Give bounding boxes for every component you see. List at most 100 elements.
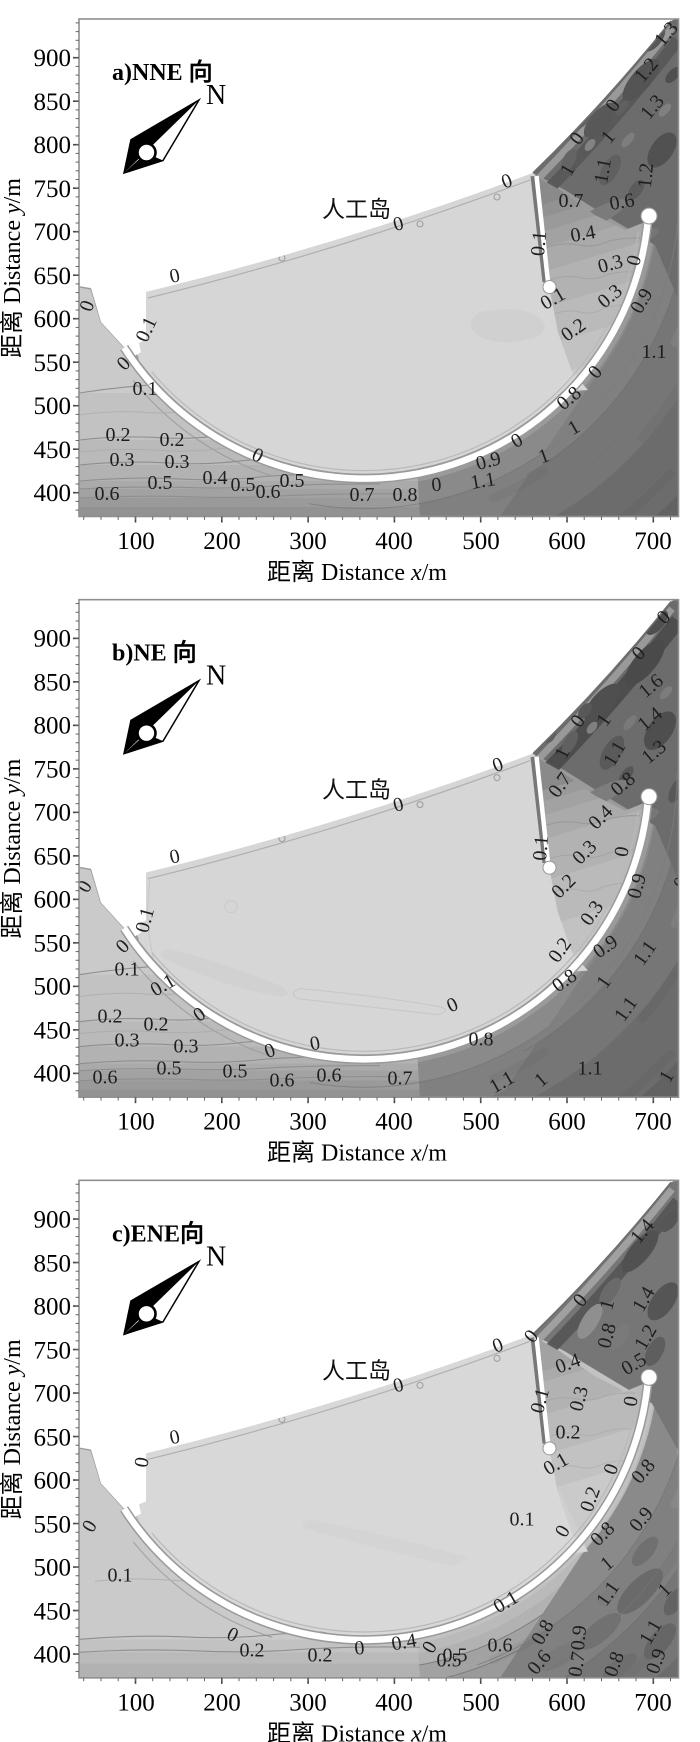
svg-text:500: 500 (462, 1689, 500, 1716)
svg-text:550: 550 (34, 350, 72, 377)
svg-text:0.6: 0.6 (317, 1065, 342, 1087)
svg-text:0.2: 0.2 (160, 429, 185, 451)
svg-text:0: 0 (168, 264, 182, 288)
svg-text:0.7: 0.7 (388, 1068, 413, 1090)
svg-text:400: 400 (34, 480, 72, 507)
svg-text:距离 Distance y/m: 距离 Distance y/m (0, 178, 26, 358)
svg-text:0.6: 0.6 (256, 481, 281, 503)
svg-text:700: 700 (634, 1689, 672, 1716)
svg-text:500: 500 (462, 528, 500, 555)
svg-text:400: 400 (34, 1061, 72, 1088)
svg-text:0.3: 0.3 (165, 451, 190, 473)
svg-text:0: 0 (619, 1394, 642, 1408)
svg-text:0.5: 0.5 (157, 1058, 182, 1080)
svg-text:0.5: 0.5 (437, 1649, 462, 1671)
svg-text:0.1: 0.1 (133, 378, 158, 400)
svg-text:0: 0 (354, 1637, 366, 1660)
svg-text:c)ENE向: c)ENE向 (112, 1219, 204, 1247)
svg-text:0.5: 0.5 (223, 1061, 248, 1083)
svg-text:600: 600 (34, 887, 72, 914)
svg-text:0.3: 0.3 (110, 449, 135, 471)
svg-text:0.6: 0.6 (608, 189, 636, 215)
svg-text:450: 450 (34, 437, 72, 464)
svg-text:距离 Distance y/m: 距离 Distance y/m (0, 758, 26, 938)
svg-text:1.1: 1.1 (469, 468, 497, 494)
svg-text:0.7: 0.7 (559, 190, 584, 212)
svg-text:0.1: 0.1 (115, 959, 140, 981)
svg-text:900: 900 (34, 1206, 72, 1233)
svg-text:700: 700 (634, 528, 672, 555)
svg-text:550: 550 (34, 1511, 72, 1538)
svg-text:0.5: 0.5 (231, 474, 256, 496)
svg-text:300: 300 (289, 1689, 327, 1716)
svg-text:900: 900 (34, 626, 72, 653)
svg-text:650: 650 (34, 263, 72, 290)
svg-text:750: 750 (34, 757, 72, 784)
svg-text:0.2: 0.2 (106, 424, 131, 446)
svg-text:500: 500 (34, 1554, 72, 1581)
svg-text:700: 700 (34, 1380, 72, 1407)
svg-text:800: 800 (34, 132, 72, 159)
svg-text:0: 0 (130, 1455, 153, 1469)
svg-text:a)NNE 向: a)NNE 向 (112, 58, 213, 86)
svg-text:0.6: 0.6 (488, 1634, 513, 1656)
svg-text:200: 200 (203, 1109, 241, 1136)
svg-text:100: 100 (117, 1109, 155, 1136)
svg-text:距离 Distance x/m: 距离 Distance x/m (267, 559, 447, 586)
svg-text:300: 300 (289, 528, 327, 555)
svg-text:0.8: 0.8 (469, 1029, 494, 1051)
svg-text:600: 600 (548, 1109, 586, 1136)
svg-text:450: 450 (34, 1018, 72, 1045)
svg-text:600: 600 (34, 1467, 72, 1494)
svg-text:600: 600 (548, 528, 586, 555)
svg-text:400: 400 (375, 1689, 413, 1716)
svg-text:0: 0 (168, 1426, 182, 1450)
svg-text:200: 200 (203, 1689, 241, 1716)
svg-text:0.1: 0.1 (529, 835, 553, 862)
svg-text:500: 500 (34, 974, 72, 1001)
svg-text:0.1: 0.1 (510, 1508, 535, 1530)
svg-text:1.1: 1.1 (590, 157, 616, 185)
svg-text:0.2: 0.2 (308, 1644, 333, 1666)
svg-text:N: N (206, 80, 226, 111)
svg-text:0.2: 0.2 (144, 1014, 169, 1036)
svg-text:0.9: 0.9 (669, 860, 700, 893)
svg-text:0.5: 0.5 (280, 470, 305, 492)
svg-text:800: 800 (34, 713, 72, 740)
svg-text:600: 600 (548, 1689, 586, 1716)
svg-text:0.3: 0.3 (174, 1036, 199, 1058)
svg-text:0.5: 0.5 (443, 1644, 468, 1666)
svg-text:650: 650 (34, 844, 72, 871)
svg-text:0.7: 0.7 (564, 1650, 590, 1678)
svg-text:0: 0 (168, 845, 182, 869)
svg-text:200: 200 (203, 528, 241, 555)
svg-text:0: 0 (431, 474, 443, 497)
svg-text:0.6: 0.6 (93, 1067, 118, 1089)
svg-text:750: 750 (34, 176, 72, 203)
svg-text:850: 850 (34, 1250, 72, 1277)
svg-text:650: 650 (34, 1424, 72, 1451)
svg-text:850: 850 (34, 89, 72, 116)
svg-text:700: 700 (634, 1109, 672, 1136)
svg-text:人工岛: 人工岛 (322, 197, 391, 222)
svg-text:0: 0 (308, 1032, 322, 1055)
svg-text:600: 600 (34, 306, 72, 333)
svg-text:0.1: 0.1 (527, 230, 551, 257)
svg-text:0.4: 0.4 (390, 1629, 418, 1655)
svg-text:N: N (206, 661, 226, 692)
svg-text:400: 400 (34, 1641, 72, 1668)
svg-text:0.2: 0.2 (240, 1639, 265, 1661)
svg-text:0.4: 0.4 (569, 221, 597, 247)
svg-text:距离 Distance x/m: 距离 Distance x/m (267, 1140, 447, 1167)
svg-text:100: 100 (117, 1689, 155, 1716)
svg-text:1.1: 1.1 (578, 1058, 603, 1080)
svg-text:0.4: 0.4 (203, 467, 228, 489)
svg-text:700: 700 (34, 800, 72, 827)
svg-text:0.2: 0.2 (556, 1421, 581, 1443)
svg-text:距离 Distance x/m: 距离 Distance x/m (267, 1720, 447, 1742)
svg-text:0: 0 (610, 845, 633, 859)
svg-text:1.1: 1.1 (642, 341, 667, 363)
svg-text:800: 800 (34, 1293, 72, 1320)
svg-text:0.7: 0.7 (350, 484, 375, 506)
svg-text:N: N (206, 1241, 226, 1272)
